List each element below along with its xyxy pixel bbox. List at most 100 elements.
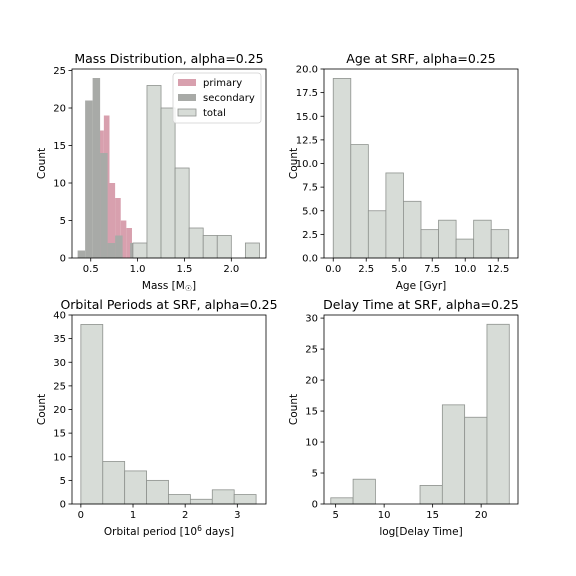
bar-total-6 (216, 235, 232, 259)
bar-primary-3 (115, 198, 121, 258)
bar-primary-5 (126, 228, 132, 258)
bar-count-0 (80, 324, 104, 505)
x-tick-label: 3 (234, 510, 240, 521)
y-tick-label: 5.0 (302, 206, 318, 217)
chart-panel-1: 0.5 1.0 1.5 2.0 0 5 10 15 20 25 Mass Distribution,… (36, 51, 267, 293)
bar-count-7 (233, 494, 257, 505)
bar-total-8 (244, 242, 260, 259)
y-tick-label: 7.5 (302, 183, 318, 194)
bar-primary-4 (120, 220, 127, 258)
y-tick-label: 0 (312, 500, 318, 511)
bar-count-8 (473, 219, 492, 259)
x-tick-label: 1.0 (130, 264, 146, 275)
x-tick-label: 0.5 (83, 264, 99, 275)
y-axis-label: Count (288, 394, 300, 425)
bar-count-0 (332, 78, 352, 259)
y-tick-label: 30 (53, 358, 66, 369)
x-tick-label: 0.0 (325, 264, 341, 275)
x-axis-label: log[Delay Time] (379, 526, 462, 538)
bar-total-1 (146, 85, 162, 259)
x-tick-label: 1.5 (177, 264, 193, 275)
x-tick-label: 7.5 (424, 264, 440, 275)
bar-count-4 (168, 494, 191, 505)
y-tick-label: 12.5 (296, 135, 318, 146)
chart-title: Delay Time at SRF, alpha=0.25 (323, 297, 519, 312)
bar-count-5 (441, 404, 466, 505)
x-tick-label: 5 (332, 510, 338, 521)
y-tick-label: 0 (60, 254, 66, 265)
x-tick-label: 1 (130, 510, 136, 521)
y-tick-label: 10 (305, 438, 318, 449)
y-tick-label: 25 (305, 345, 318, 356)
y-tick-label: 10 (53, 452, 66, 463)
legend: primary secondary total (172, 72, 262, 124)
bar-total-2 (160, 107, 176, 259)
y-tick-label: 5 (60, 216, 66, 227)
y-tick-label: 20 (305, 376, 318, 387)
x-tick-label: 2 (182, 510, 188, 521)
bar-secondary-2 (92, 78, 101, 258)
legend-label-secondary: secondary (203, 93, 255, 104)
bar-total-0 (132, 242, 148, 259)
y-tick-label: 2.5 (302, 230, 318, 241)
chart-panel-2: 0.0 2.5 5.0 7.5 10.0 12.5 0.0 2.5 5.0 7.5 10.0 12.5… (288, 51, 519, 292)
bar-count-3 (385, 172, 404, 259)
chart-title: Age at SRF, alpha=0.25 (346, 51, 495, 66)
bar-count-7 (455, 238, 475, 259)
x-tick-label: 12.5 (487, 264, 509, 275)
y-tick-label: 10.0 (296, 159, 318, 170)
x-axis-label: Age [Gyr] (396, 280, 447, 292)
y-tick-label: 40 (53, 311, 66, 322)
x-tick-label: 2.5 (358, 264, 374, 275)
x-axis-label-symbol: ☉ (185, 284, 192, 293)
bar-count-7 (486, 323, 510, 505)
x-tick-label: 10 (378, 510, 391, 521)
y-tick-label: 5 (60, 476, 66, 487)
y-tick-label: 25 (53, 66, 66, 77)
bar-count-1 (350, 144, 369, 259)
bar-count-2 (124, 470, 147, 505)
y-tick-label: 25 (53, 381, 66, 392)
bar-count-6 (211, 489, 235, 505)
chart-panel-4: 5 10 15 20 0 5 10 15 20 25 30 Delay Time at SRF, al… (288, 297, 519, 538)
y-tick-label: 20 (53, 405, 66, 416)
axes-frame (71, 68, 267, 259)
bar-secondary-4 (107, 243, 116, 258)
x-tick-label: 20 (475, 510, 488, 521)
y-tick-label: 30 (305, 314, 318, 325)
y-axis-label: Count (36, 148, 48, 179)
chart-title: Mass Distribution, alpha=0.25 (74, 51, 263, 66)
bar-count-6 (438, 219, 457, 259)
x-axis-label: Mass [M☉] (142, 280, 196, 293)
bar-secondary-0 (77, 250, 86, 258)
y-tick-label: 17.5 (296, 88, 318, 99)
legend-swatch-secondary (178, 94, 196, 101)
bar-count-3 (146, 479, 169, 505)
bar-count-5 (189, 498, 213, 505)
bar-secondary-3 (100, 153, 108, 258)
x-tick-label: 10.0 (454, 264, 476, 275)
legend-label-total: total (203, 108, 226, 119)
axes-frame (323, 314, 519, 505)
x-tick-label: 5.0 (391, 264, 407, 275)
legend-swatch-total (177, 108, 197, 117)
chart-title: Orbital Periods at SRF, alpha=0.25 (60, 297, 277, 312)
bar-count-1 (352, 478, 376, 505)
y-axis-label: Count (288, 148, 300, 179)
y-tick-label: 15 (53, 141, 66, 152)
bar-count-6 (464, 416, 488, 505)
bar-total-4 (188, 227, 204, 259)
y-axis-label: Count (36, 394, 48, 425)
bar-count-0 (330, 497, 354, 505)
x-tick-label: 2.0 (223, 264, 239, 275)
x-axis-label-superscript: 6 (197, 524, 202, 533)
y-tick-label: 20 (53, 104, 66, 115)
y-tick-label: 5 (312, 469, 318, 480)
bar-primary-2 (109, 183, 116, 258)
x-axis-label-suffix: days] (202, 526, 234, 538)
legend-label-primary: primary (203, 78, 242, 89)
x-axis-label: Orbital period [106 days] (104, 524, 234, 538)
y-tick-label: 0 (60, 500, 66, 511)
